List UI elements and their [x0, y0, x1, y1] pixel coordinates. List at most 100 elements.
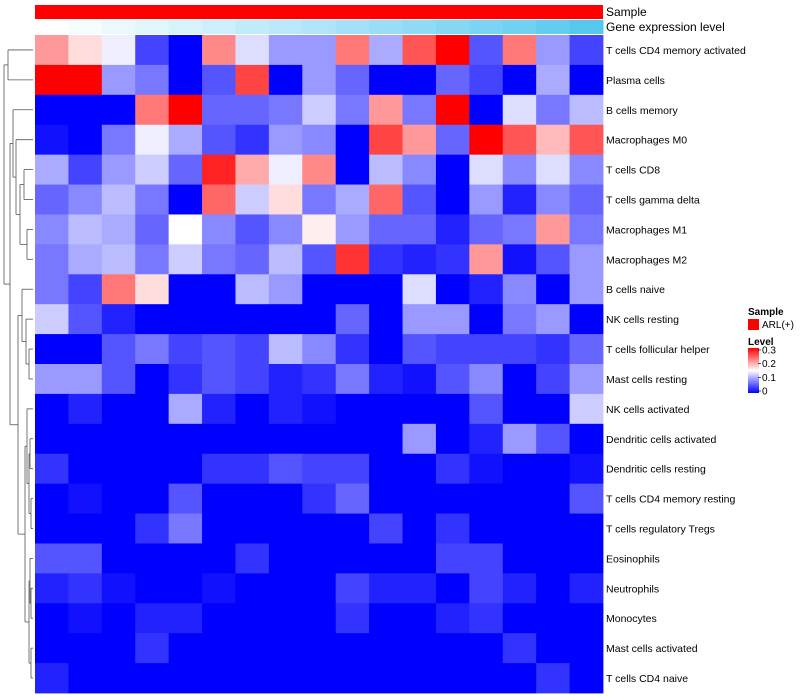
heatmap-cell [35, 603, 69, 634]
heatmap-cell [202, 633, 236, 664]
heatmap-cell [302, 64, 337, 96]
heatmap-cell [369, 393, 403, 425]
heatmap-cell [536, 124, 570, 156]
heatmap-cell [502, 304, 537, 335]
annotation-expression-cell [335, 20, 370, 34]
row-label: T cells regulatory Tregs [606, 524, 715, 536]
heatmap-cell [135, 94, 170, 126]
heatmap-cell [469, 633, 504, 664]
heatmap-cell [35, 633, 69, 664]
heatmap-cell [202, 184, 236, 215]
annotation-expression-cell [569, 20, 604, 34]
heatmap-cell [536, 663, 570, 694]
heatmap-cell [135, 184, 170, 215]
heatmap-cell [135, 543, 170, 574]
heatmap-cell [569, 184, 604, 215]
heatmap-cell [268, 603, 303, 634]
heatmap-cell [135, 364, 170, 395]
heatmap-cell [402, 573, 437, 604]
heatmap-cell [202, 573, 236, 604]
heatmap-cell [435, 214, 470, 245]
heatmap-cell [369, 214, 403, 245]
heatmap-cell [135, 453, 170, 485]
heatmap-cell [101, 304, 136, 335]
heatmap-cell [369, 483, 403, 514]
heatmap-cell [502, 124, 537, 156]
heatmap-cell [302, 94, 337, 126]
heatmap-cell [202, 64, 236, 96]
heatmap-cell [335, 633, 370, 664]
heatmap-cell [435, 94, 470, 126]
heatmap-cell [335, 124, 370, 156]
heatmap-cell [369, 154, 403, 185]
heatmap-cell [101, 483, 136, 514]
heatmap-cell [502, 453, 537, 485]
heatmap-cell [369, 603, 403, 634]
heatmap-cell [101, 453, 136, 485]
heatmap-cell [68, 633, 103, 664]
heatmap-cells [35, 35, 604, 694]
heatmap-cell [402, 543, 437, 574]
row-label: Monocytes [606, 613, 657, 625]
heatmap-cell [402, 423, 437, 455]
heatmap-cell [402, 184, 437, 215]
heatmap-cell [35, 483, 69, 514]
heatmap-cell [469, 94, 504, 126]
heatmap-cell [569, 304, 604, 335]
annotation-expression-cell [469, 20, 504, 34]
heatmap-cell [168, 334, 203, 365]
heatmap-cell [569, 663, 604, 694]
heatmap-cell [101, 513, 136, 544]
heatmap-cell [235, 423, 270, 455]
heatmap-cell [68, 663, 103, 694]
heatmap-cell [35, 543, 69, 574]
heatmap-cell [101, 35, 136, 66]
heatmap-cell [335, 35, 370, 66]
heatmap-cell [68, 393, 103, 425]
heatmap-cell [235, 244, 270, 275]
heatmap-cell [402, 94, 437, 126]
heatmap-cell [335, 364, 370, 395]
heatmap-cell [68, 35, 103, 66]
row-label: Macrophages M1 [606, 224, 687, 236]
heatmap-cell [101, 184, 136, 215]
heatmap-cell [268, 364, 303, 395]
heatmap-cell [35, 513, 69, 544]
heatmap-cell [435, 364, 470, 395]
heatmap-cell [402, 35, 437, 66]
annotation-expression-cell [435, 20, 470, 34]
heatmap-cell [135, 633, 170, 664]
heatmap-cell [268, 214, 303, 245]
heatmap-cell [402, 633, 437, 664]
heatmap-cell [101, 94, 136, 126]
heatmap-cell [502, 393, 537, 425]
heatmap-cell [335, 393, 370, 425]
heatmap-cell [435, 244, 470, 275]
heatmap-cell [235, 483, 270, 514]
heatmap-cell [469, 453, 504, 485]
heatmap-cell [502, 573, 537, 604]
heatmap-cell [435, 483, 470, 514]
heatmap-cell [302, 334, 337, 365]
heatmap-cell [202, 543, 236, 574]
heatmap-cell [569, 603, 604, 634]
heatmap-cell [435, 124, 470, 156]
heatmap-cell [302, 453, 337, 485]
heatmap-cell [168, 35, 203, 66]
annotation-expression-cell [235, 20, 270, 34]
heatmap-cell [68, 94, 103, 126]
row-label: Eosinophils [606, 553, 660, 565]
heatmap-cell [302, 304, 337, 335]
heatmap-cell [335, 453, 370, 485]
legend: Sample ARL(+) Level 0.3 0.2 0.1 0 [748, 307, 794, 398]
annotation-expression-cell [202, 20, 236, 34]
heatmap-cell [369, 35, 403, 66]
heatmap-cell [435, 663, 470, 694]
heatmap-cell [335, 274, 370, 305]
heatmap-cell [268, 334, 303, 365]
heatmap-cell [268, 94, 303, 126]
heatmap-cell [402, 334, 437, 365]
row-label: Macrophages M0 [606, 135, 687, 147]
legend-level-colorbar [748, 348, 759, 393]
heatmap-cell [469, 364, 504, 395]
